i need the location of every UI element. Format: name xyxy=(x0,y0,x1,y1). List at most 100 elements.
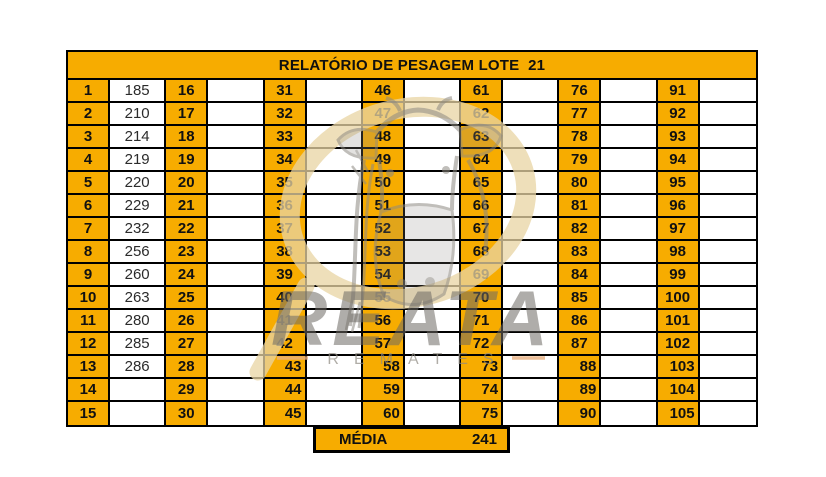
weight-value-cell: 214 xyxy=(110,126,167,149)
animal-number-cell: 11 xyxy=(68,310,110,333)
weight-value-cell xyxy=(503,402,560,425)
animal-number-cell: 65 xyxy=(461,172,504,195)
animal-number-cell: 103 xyxy=(657,356,700,379)
weight-value-cell xyxy=(601,80,658,103)
animal-number-cell: 1 xyxy=(68,80,110,103)
animal-number-cell: 87 xyxy=(559,333,602,356)
weight-value-cell xyxy=(306,80,363,103)
animal-number-cell: 85 xyxy=(559,287,602,310)
animal-number-cell: 101 xyxy=(657,310,700,333)
weight-value-cell xyxy=(306,356,363,379)
animal-number-cell: 13 xyxy=(68,356,110,379)
animal-number-cell: 55 xyxy=(362,287,405,310)
animal-number-cell: 6 xyxy=(68,195,110,218)
weight-value-cell xyxy=(306,333,363,356)
animal-number-cell: 102 xyxy=(657,333,700,356)
weight-value-cell xyxy=(699,379,756,402)
weight-value-cell xyxy=(208,379,265,402)
weight-value-cell xyxy=(404,379,462,402)
animal-number-cell: 35 xyxy=(264,172,307,195)
animal-number-cell: 97 xyxy=(657,218,700,241)
animal-number-cell: 96 xyxy=(657,195,700,218)
animal-number-cell: 90 xyxy=(559,402,602,425)
weight-value-cell xyxy=(503,80,560,103)
animal-number-cell: 9 xyxy=(68,264,110,287)
weight-value-cell xyxy=(404,310,462,333)
animal-number-cell: 25 xyxy=(166,287,209,310)
animal-number-cell: 48 xyxy=(362,126,405,149)
weight-value-cell xyxy=(404,172,462,195)
weight-value-cell xyxy=(306,287,363,310)
animal-number-cell: 53 xyxy=(362,241,405,264)
animal-number-cell: 16 xyxy=(166,80,209,103)
animal-number-cell: 105 xyxy=(657,402,700,425)
weight-value-cell xyxy=(699,126,756,149)
weight-value-cell xyxy=(404,218,462,241)
weight-value-cell xyxy=(503,172,560,195)
weight-value-cell xyxy=(601,172,658,195)
animal-number-cell: 92 xyxy=(657,103,700,126)
animal-number-cell: 19 xyxy=(166,149,209,172)
weight-value-cell xyxy=(306,402,363,425)
animal-number-cell: 27 xyxy=(166,333,209,356)
weight-value-cell xyxy=(306,103,363,126)
weight-value-cell xyxy=(601,356,658,379)
animal-number-cell: 2 xyxy=(68,103,110,126)
weight-value-cell: 220 xyxy=(110,172,167,195)
weights-grid: 1 185 16 31 46 61 76 91 2 210 17 32 47 62 77 92 3 214 18 33… xyxy=(68,80,756,425)
animal-number-cell: 40 xyxy=(264,287,307,310)
animal-number-cell: 82 xyxy=(559,218,602,241)
animal-number-cell: 49 xyxy=(362,149,405,172)
weight-value-cell xyxy=(503,218,560,241)
weight-value-cell xyxy=(601,287,658,310)
animal-number-cell: 86 xyxy=(559,310,602,333)
animal-number-cell: 44 xyxy=(264,379,307,402)
weight-value-cell: 219 xyxy=(110,149,167,172)
weight-value-cell xyxy=(404,333,462,356)
weight-value-cell xyxy=(306,149,363,172)
animal-number-cell: 15 xyxy=(68,402,110,425)
animal-number-cell: 77 xyxy=(559,103,602,126)
animal-number-cell: 62 xyxy=(461,103,504,126)
weight-value-cell xyxy=(404,80,462,103)
weight-value-cell xyxy=(699,264,756,287)
weight-value-cell xyxy=(503,241,560,264)
animal-number-cell: 37 xyxy=(264,218,307,241)
weight-value-cell xyxy=(404,126,462,149)
animal-number-cell: 5 xyxy=(68,172,110,195)
animal-number-cell: 89 xyxy=(559,379,602,402)
weight-value-cell xyxy=(503,103,560,126)
animal-number-cell: 36 xyxy=(264,195,307,218)
animal-number-cell: 39 xyxy=(264,264,307,287)
animal-number-cell: 20 xyxy=(166,172,209,195)
weight-value-cell xyxy=(404,402,462,425)
animal-number-cell: 24 xyxy=(166,264,209,287)
weighing-table: RELATÓRIO DE PESAGEM LOTE 21 1 185 16 31 46 6… xyxy=(66,50,758,427)
weight-value-cell xyxy=(208,402,265,425)
animal-number-cell: 26 xyxy=(166,310,209,333)
weight-value-cell xyxy=(404,195,462,218)
weight-value-cell: 285 xyxy=(110,333,167,356)
animal-number-cell: 4 xyxy=(68,149,110,172)
weight-value-cell xyxy=(306,218,363,241)
animal-number-cell: 83 xyxy=(559,241,602,264)
animal-number-cell: 21 xyxy=(166,195,209,218)
weight-value-cell xyxy=(208,172,265,195)
animal-number-cell: 66 xyxy=(461,195,504,218)
weight-value-cell xyxy=(306,126,363,149)
weight-value-cell xyxy=(306,310,363,333)
animal-number-cell: 84 xyxy=(559,264,602,287)
weight-value-cell: 232 xyxy=(110,218,167,241)
animal-number-cell: 51 xyxy=(362,195,405,218)
weight-value-cell xyxy=(503,310,560,333)
average-value: 241 xyxy=(471,431,497,448)
weight-value-cell xyxy=(404,241,462,264)
animal-number-cell: 73 xyxy=(461,356,504,379)
animal-number-cell: 74 xyxy=(461,379,504,402)
weight-value-cell xyxy=(503,356,560,379)
weight-value-cell: 286 xyxy=(110,356,167,379)
weight-value-cell xyxy=(208,218,265,241)
weight-value-cell xyxy=(306,379,363,402)
animal-number-cell: 99 xyxy=(657,264,700,287)
